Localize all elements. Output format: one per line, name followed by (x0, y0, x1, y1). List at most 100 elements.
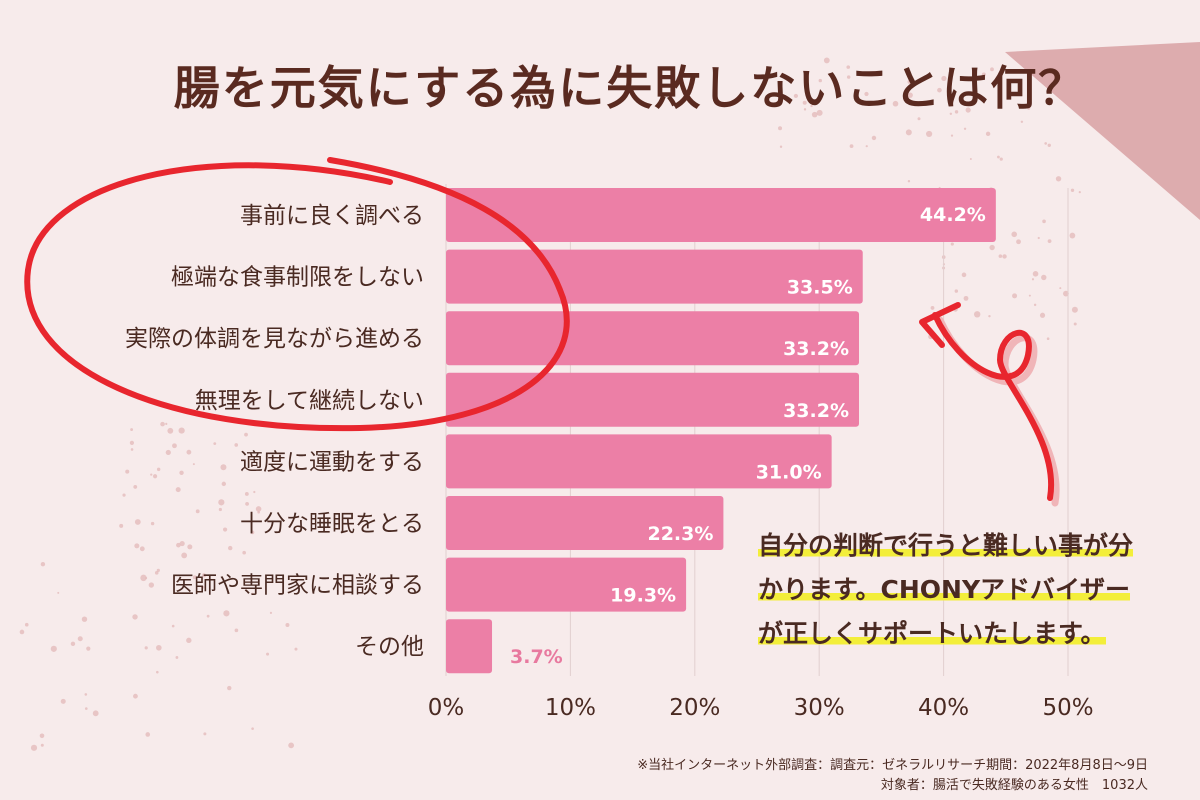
speckle (144, 646, 148, 650)
x-tick-label: 40% (918, 695, 969, 721)
speckle (150, 521, 155, 526)
category-label: その他 (355, 634, 424, 660)
x-tick-label: 30% (794, 695, 845, 721)
value-label: 33.2% (783, 400, 849, 422)
speckle (1011, 231, 1018, 238)
speckle (811, 111, 818, 118)
speckle (154, 571, 159, 575)
speckle (269, 611, 273, 614)
speckle (941, 75, 947, 82)
speckle (255, 506, 262, 512)
arrow-head (919, 302, 961, 348)
x-tick-label: 20% (669, 695, 720, 721)
speckle (130, 448, 134, 451)
speckle (175, 656, 179, 659)
highlight-ellipse (24, 157, 570, 432)
bar (446, 188, 996, 242)
speckle (50, 645, 57, 652)
speckle (179, 470, 184, 476)
speckle (133, 485, 138, 489)
footnote: ※当社インターネット外部調査：調査元：ゼネラルリサーチ期間：2022年8月8日～… (528, 756, 1148, 796)
speckle (823, 57, 830, 64)
category-label: 医師や専門家に相談する (171, 573, 424, 599)
speckle (171, 624, 175, 628)
speckle (257, 510, 260, 514)
speckle (926, 130, 933, 138)
bar (446, 619, 493, 674)
speckle (1073, 322, 1077, 326)
speckle (266, 652, 270, 656)
speckle (119, 523, 124, 528)
speckle (1016, 239, 1021, 245)
speckle (846, 75, 851, 79)
speckle (221, 481, 227, 487)
speckle (1031, 278, 1035, 281)
category-label: 事前に良く調べる (240, 203, 424, 229)
speckle (961, 272, 967, 278)
speckle (179, 540, 185, 547)
bar (446, 249, 863, 304)
category-label: 実際の体調を見ながら進める (125, 326, 424, 352)
speckle (985, 131, 991, 137)
speckle (969, 158, 972, 161)
speckle (907, 79, 912, 85)
speckle (139, 546, 145, 552)
speckle (905, 129, 912, 136)
speckle (172, 443, 177, 449)
speckle (39, 733, 45, 739)
speckle (253, 490, 256, 494)
speckle (57, 591, 60, 594)
callout-line-3: が正しくサポートいたします。 (758, 619, 1106, 648)
speckle (84, 693, 88, 696)
speckle (990, 67, 994, 72)
speckle (1041, 274, 1047, 281)
speckle (218, 507, 222, 512)
speckle (24, 622, 29, 627)
speckle (165, 422, 168, 425)
bar (446, 496, 724, 550)
speckle (1059, 287, 1062, 290)
callout-box: 自分の判断で行うと難しい事が分 かります。CHONYアドバイザー が正しくサポー… (758, 524, 1198, 656)
speckle (77, 636, 83, 642)
speckle (160, 421, 165, 427)
value-label: 44.2% (920, 204, 986, 226)
speckle (1071, 306, 1078, 313)
speckle (1012, 293, 1018, 299)
speckle (220, 464, 227, 471)
speckle (997, 155, 1000, 159)
speckle (1033, 303, 1037, 307)
category-label: 極端な食事制限をしない (171, 265, 424, 291)
speckle (165, 449, 171, 456)
speckle (1047, 239, 1052, 244)
speckle (140, 574, 147, 582)
speckle (228, 545, 233, 551)
speckle (779, 145, 783, 148)
callout-line-2: かります。CHONYアドバイザー (758, 575, 1131, 604)
speckle (234, 628, 239, 633)
category-label: 十分な睡眠をとる (240, 511, 424, 537)
speckle (19, 629, 25, 635)
value-label: 31.0% (756, 461, 822, 483)
speckle (917, 117, 921, 121)
footnote-line-1: ※当社インターネット外部調査：調査元：ゼネラルリサーチ期間：2022年8月8日～… (637, 758, 1148, 773)
speckle (187, 544, 193, 550)
speckle (40, 562, 46, 567)
callout-line-1: 自分の判断で行うと難しい事が分 (758, 531, 1134, 560)
speckle (129, 440, 135, 445)
speckle (195, 509, 200, 514)
speckle (176, 542, 181, 548)
speckle (810, 104, 813, 108)
speckle (81, 616, 88, 622)
speckle (156, 644, 162, 651)
speckle (907, 179, 911, 183)
speckle (70, 641, 76, 647)
speckle (30, 744, 38, 751)
speckle (192, 575, 197, 580)
speckle (134, 519, 141, 525)
speckle (803, 108, 807, 111)
speckle (954, 289, 959, 293)
speckle (989, 244, 995, 251)
speckle (1037, 236, 1040, 240)
speckle (234, 443, 239, 447)
